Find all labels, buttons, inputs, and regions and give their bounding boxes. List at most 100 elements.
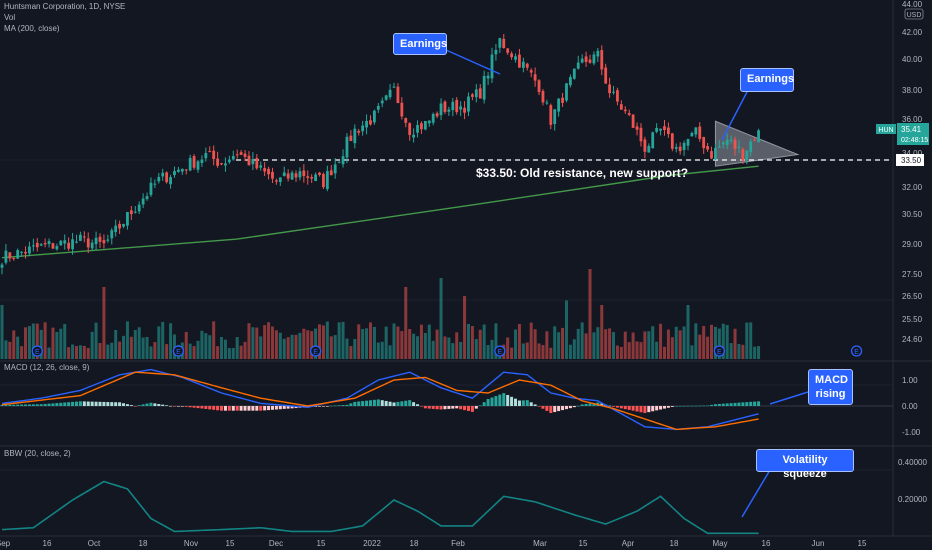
volume-bar <box>27 325 31 359</box>
volume-bar <box>549 347 553 359</box>
macd-histogram-bar <box>643 406 647 414</box>
candle-body <box>608 84 611 94</box>
candle-body <box>753 139 757 141</box>
time-tick-label: 18 <box>410 539 419 548</box>
macd-histogram-bar <box>612 406 616 407</box>
price-tick-label: 32.00 <box>902 183 923 192</box>
currency-badge: USD <box>904 8 924 20</box>
macd-histogram-bar <box>384 400 388 406</box>
macd-histogram-bar <box>725 403 729 406</box>
bbw-tick-label: 0.20000 <box>898 495 927 504</box>
candle-body <box>200 159 204 163</box>
macd-histogram-bar <box>576 405 580 407</box>
volume-bar <box>451 343 455 359</box>
candle-body <box>490 54 494 79</box>
candle-body <box>20 251 23 253</box>
macd-histogram-bar <box>24 404 28 406</box>
macd-histogram-bar <box>274 406 278 410</box>
volume-bar <box>196 340 200 359</box>
candle-body <box>216 158 219 166</box>
macd-tick-label: 1.00 <box>902 376 918 385</box>
candle-body <box>314 174 317 181</box>
macd-histogram-bar <box>568 406 572 409</box>
macd-pane <box>0 368 893 431</box>
volume-bar <box>82 345 86 359</box>
volume-bar <box>721 323 725 359</box>
candle-body <box>220 163 223 165</box>
candle-body <box>447 109 451 112</box>
price-tick-label: 42.00 <box>902 28 923 37</box>
volume-bar <box>321 325 325 359</box>
volume-bar <box>757 346 761 359</box>
candle-body <box>106 239 110 241</box>
candle-body <box>420 123 423 130</box>
earnings-pointer-2 <box>721 89 749 141</box>
volume-bar <box>259 336 263 359</box>
volume-bars <box>0 269 761 359</box>
candle-body <box>184 169 188 171</box>
macd-histogram-bar <box>86 401 90 406</box>
candle-body <box>408 123 412 135</box>
candle-body <box>412 134 415 138</box>
volume-bar <box>247 323 251 359</box>
candle-body <box>188 157 192 171</box>
candle-body <box>435 113 439 117</box>
volume-bar <box>169 323 173 359</box>
candle-body <box>333 164 337 174</box>
macd-histogram-bar <box>329 405 333 407</box>
candle-body <box>145 196 149 200</box>
earnings-marker-glyph: E <box>313 349 318 356</box>
currency-badge-box <box>904 8 924 20</box>
volume-bar <box>220 337 224 359</box>
macd-line <box>1 368 759 431</box>
volume-bar <box>678 330 682 359</box>
earnings-marker <box>850 345 863 357</box>
volume-bar <box>690 345 694 359</box>
candle-body <box>247 155 251 166</box>
volume-bar <box>435 329 439 359</box>
macd-histogram-bar <box>627 406 631 410</box>
time-tick-label: 15 <box>317 539 326 548</box>
macd-histogram-bar <box>690 405 694 407</box>
candle-body <box>474 89 478 98</box>
volume-bar <box>184 331 188 359</box>
macd-histogram-bar <box>67 402 71 406</box>
volume-bar <box>568 344 572 359</box>
macd-histogram-bar <box>282 406 286 409</box>
macd-callout-line-2: rising <box>815 388 846 400</box>
bbw-legend: BBW (20, close, 2) <box>4 449 71 458</box>
macd-histogram-bar <box>745 402 749 406</box>
macd-histogram-bar <box>400 401 404 406</box>
volume-bar <box>553 326 557 359</box>
macd-histogram-bar <box>263 406 267 411</box>
macd-histogram-bar <box>51 403 55 406</box>
candle-body <box>380 100 384 104</box>
volume-bar <box>659 323 663 359</box>
candle-body <box>404 118 408 123</box>
macd-histogram-bar <box>137 405 141 406</box>
volume-bar <box>604 329 608 359</box>
candle-body <box>12 258 16 260</box>
macd-histogram-bar <box>423 406 427 409</box>
candle-body <box>400 102 404 117</box>
macd-histogram-bar <box>223 406 227 411</box>
volume-bar <box>216 346 220 359</box>
macd-histogram-bar <box>184 406 188 407</box>
price-tick-label: 29.00 <box>902 240 923 249</box>
candle-body <box>4 250 8 263</box>
candle-body <box>455 99 459 113</box>
candle-body <box>651 132 655 149</box>
volume-bar <box>86 347 90 359</box>
candle-body <box>619 104 623 110</box>
volume-bar <box>110 342 114 359</box>
candle-body <box>129 210 133 215</box>
macd-histogram-bar <box>259 406 263 411</box>
candle-body <box>8 252 12 259</box>
candle-body <box>612 91 615 93</box>
candle-body <box>604 67 608 84</box>
candle-body <box>357 130 361 133</box>
volume-bar <box>455 332 459 359</box>
macd-histogram-bar <box>321 406 325 407</box>
macd-histogram-bar <box>678 405 682 407</box>
macd-histogram-bar <box>267 406 271 411</box>
